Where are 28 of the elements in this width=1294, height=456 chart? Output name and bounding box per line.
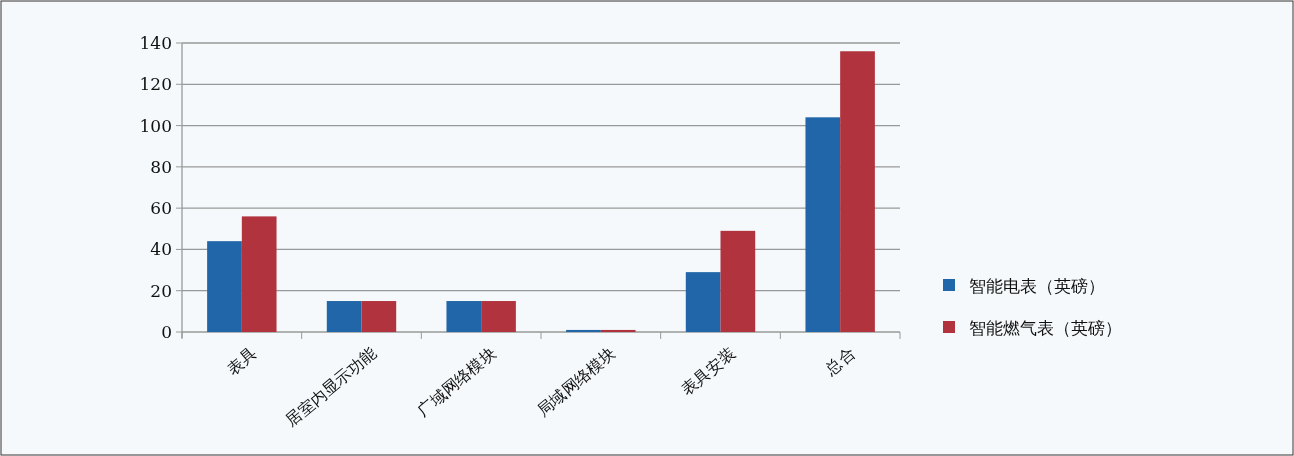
y-tick-label: 100 (139, 115, 172, 136)
x-tick-label: 表具安装 (677, 343, 739, 400)
bar (685, 272, 721, 332)
bar (566, 329, 601, 332)
x-tick-label: 广域网络模块 (413, 343, 500, 420)
x-tick-label: 表具 (223, 343, 261, 379)
y-tick-label: 40 (150, 239, 172, 260)
bar (241, 216, 277, 332)
bar (720, 230, 756, 332)
x-tick-label: 居室内显示功能 (281, 343, 380, 431)
bar (840, 51, 875, 332)
y-tick-label: 80 (150, 156, 172, 177)
legend-label: 智能电表（英磅） (969, 276, 1105, 296)
bar (446, 301, 482, 332)
y-tick-label: 20 (150, 280, 172, 301)
bar (805, 117, 841, 332)
bar (361, 301, 397, 332)
x-tick-label: 总合 (820, 343, 859, 380)
legend-label: 智能燃气表（英磅） (969, 318, 1122, 338)
y-tick-label: 60 (150, 198, 172, 219)
bar (600, 329, 636, 332)
x-tick-label: 局域网络模块 (533, 343, 620, 420)
y-tick-label: 0 (161, 322, 172, 342)
y-tick-label: 120 (139, 74, 172, 95)
bar (207, 241, 242, 332)
bar (326, 301, 362, 332)
bar (481, 301, 516, 332)
y-tick-label: 140 (139, 33, 172, 53)
